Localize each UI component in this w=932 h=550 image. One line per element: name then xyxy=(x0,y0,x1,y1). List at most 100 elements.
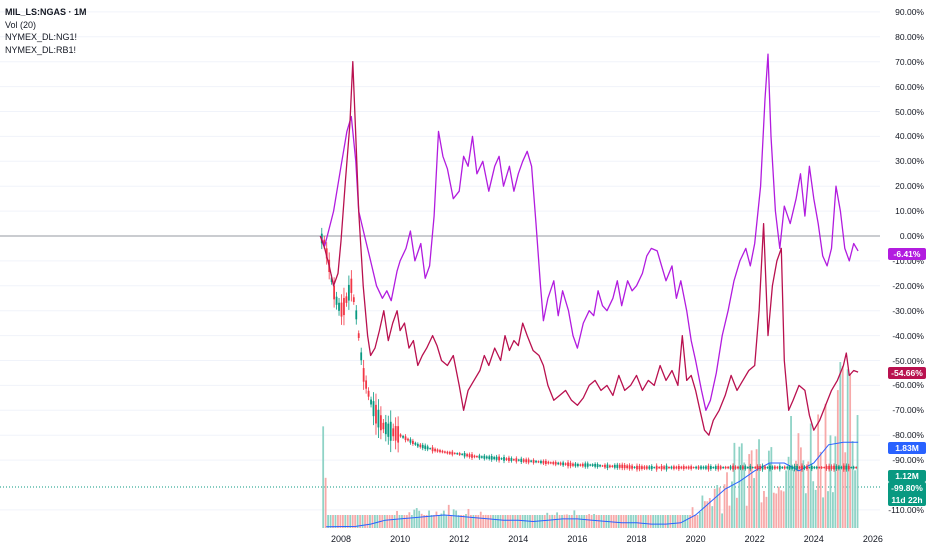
volume-bar xyxy=(703,501,706,528)
volume-bar xyxy=(391,515,394,528)
volume-bar xyxy=(499,515,502,528)
candle-body xyxy=(618,464,621,468)
volume-bar xyxy=(361,515,364,528)
volume-bar xyxy=(772,492,775,528)
candle-body xyxy=(446,451,449,454)
candle-body xyxy=(793,465,796,470)
candle-body xyxy=(389,421,392,441)
volume-bar xyxy=(846,369,849,528)
candle-body xyxy=(394,426,397,441)
candle-body xyxy=(830,466,833,470)
volume-bar xyxy=(716,485,719,528)
candle-body xyxy=(820,466,823,469)
volume-bar xyxy=(337,515,339,528)
candle-body xyxy=(498,456,500,461)
volume-bar xyxy=(652,515,655,528)
candle-body xyxy=(606,464,609,469)
volume-bar xyxy=(711,506,714,528)
volume-bar xyxy=(785,470,788,528)
volume-bar xyxy=(566,514,568,528)
y-tick-label: -10.00% xyxy=(892,255,924,266)
volume-bar xyxy=(753,478,756,528)
x-tick-label: 2018 xyxy=(626,534,647,544)
candle-body xyxy=(444,451,446,453)
volume-bar xyxy=(371,515,374,528)
candle-body xyxy=(594,463,597,467)
candle-body xyxy=(749,465,752,470)
candle-body xyxy=(781,466,784,469)
legend-volume[interactable]: Vol (20) xyxy=(5,19,37,30)
candle-body xyxy=(791,466,794,469)
candle-body xyxy=(520,458,523,463)
candle-body xyxy=(557,462,560,465)
candle-body xyxy=(850,467,853,469)
candle-body xyxy=(335,296,338,305)
candle-body xyxy=(375,404,377,424)
volume-bar xyxy=(721,513,723,528)
volume-bar xyxy=(802,460,805,528)
volume-bar xyxy=(676,515,679,528)
legend-symbol[interactable]: MIL_LS:NGAS · 1M xyxy=(5,7,87,17)
candle-body xyxy=(801,465,803,470)
candle-body xyxy=(838,466,840,469)
volume-bar xyxy=(691,507,694,528)
candle-body xyxy=(512,459,515,461)
candle-body xyxy=(690,466,693,469)
volume-bar xyxy=(767,450,770,528)
volume-bar xyxy=(615,515,618,528)
x-tick-label: 2024 xyxy=(803,534,824,544)
chart-legend: MIL_LS:NGAS · 1M Vol (20) NYMEX_DL:NG1! … xyxy=(5,6,87,56)
volume-bar xyxy=(462,515,465,528)
candle-body xyxy=(673,466,675,469)
volume-bar xyxy=(455,510,458,528)
volume-bar xyxy=(329,515,332,528)
candle-body xyxy=(714,466,717,470)
candle-body xyxy=(392,428,395,437)
legend-compare-rb[interactable]: NYMEX_DL:RB1! xyxy=(5,44,77,55)
candle-body xyxy=(599,465,601,467)
candle-body xyxy=(448,451,451,454)
candle-body xyxy=(387,423,390,437)
candle-body xyxy=(697,466,700,469)
volume-bar xyxy=(854,470,856,528)
x-tick-label: 2026 xyxy=(862,534,883,544)
volume-bar xyxy=(731,481,733,528)
y-tick-label: 50.00% xyxy=(895,106,924,117)
volume-bar xyxy=(699,511,701,528)
candle-body xyxy=(685,466,688,469)
candle-body xyxy=(658,466,661,469)
candle-body xyxy=(813,466,816,469)
candle-body xyxy=(547,461,550,464)
candle-body xyxy=(562,462,565,466)
candle-body xyxy=(436,449,439,452)
candle-body xyxy=(434,448,436,452)
x-tick-label: 2008 xyxy=(330,534,352,544)
y-tick-label: 10.00% xyxy=(895,206,924,217)
candle-body xyxy=(372,401,375,417)
candle-body xyxy=(663,466,665,469)
volume-bar xyxy=(738,446,741,528)
candle-body xyxy=(419,444,422,448)
volume-bar xyxy=(708,498,711,528)
volume-bar xyxy=(728,505,731,528)
volume-bars xyxy=(322,362,859,528)
volume-bar xyxy=(679,515,682,528)
volume-bar xyxy=(617,515,620,528)
volume-bar xyxy=(413,509,416,528)
volume-bar xyxy=(726,472,728,528)
candle-body xyxy=(783,466,786,469)
candle-body xyxy=(591,464,594,466)
ng-line xyxy=(319,53,859,411)
volume-bar xyxy=(570,515,573,528)
x-tick-label: 2020 xyxy=(685,534,706,544)
candle-body xyxy=(680,466,683,469)
candle-body xyxy=(636,465,638,470)
volume-bar xyxy=(630,515,632,528)
candle-body xyxy=(483,455,486,459)
volume-bar xyxy=(366,515,369,528)
legend-compare-ng[interactable]: NYMEX_DL:NG1! xyxy=(5,32,78,42)
candle-body xyxy=(412,440,414,444)
volume-bar xyxy=(657,515,659,528)
volume-bar xyxy=(639,515,642,528)
